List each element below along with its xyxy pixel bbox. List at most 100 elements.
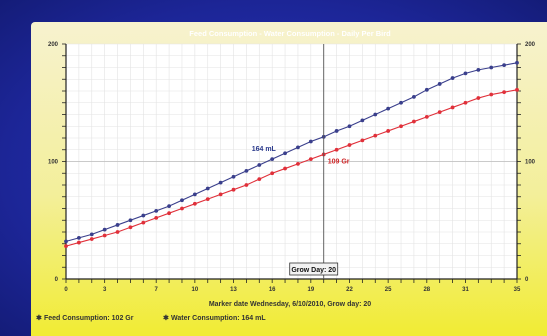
x-tick-label: 19 [307, 287, 314, 293]
feed-legend-label: Feed Consumption: 102 Gr [44, 315, 134, 322]
data-point-water [515, 60, 519, 65]
x-tick-label: 25 [385, 287, 392, 293]
data-point-feed [450, 105, 455, 110]
data-point-water [283, 151, 287, 156]
data-point-feed [64, 244, 68, 249]
data-point-feed [270, 171, 275, 176]
x-tick-label: 3 [103, 287, 107, 293]
x-tick-label: 22 [346, 287, 353, 293]
data-point-feed [257, 177, 262, 182]
data-point-feed [424, 114, 429, 119]
grow-day-label: Grow Day: 20 [291, 267, 336, 274]
data-point-water [270, 157, 275, 162]
data-point-feed [412, 119, 416, 124]
data-point-water [244, 169, 249, 173]
data-point-feed [308, 157, 313, 162]
data-point-water [386, 106, 391, 111]
data-point-feed [476, 96, 481, 100]
data-point-feed [180, 206, 184, 211]
x-tick-label: 28 [423, 287, 430, 293]
data-point-water [257, 163, 262, 167]
grow-day-box: Grow Day: 20 [289, 262, 339, 276]
data-point-feed [515, 87, 519, 92]
data-point-water [231, 174, 236, 179]
data-point-water [296, 145, 300, 150]
data-point-feed [89, 237, 94, 241]
data-point-water [128, 218, 133, 223]
data-point-water [373, 112, 378, 117]
data-point-feed [437, 110, 442, 115]
data-point-water [115, 223, 120, 227]
data-point-water [502, 63, 507, 68]
data-point-water [360, 118, 365, 123]
x-tick-label: 16 [269, 287, 276, 293]
series-line-water [65, 62, 518, 242]
data-point-water [437, 82, 442, 86]
chart-title: Feed Consumption - Water Consumption - D… [189, 29, 391, 38]
y-tick-label-left: 100 [48, 160, 59, 166]
data-point-water [64, 239, 68, 244]
water-legend-icon: ✱ [163, 314, 169, 322]
x-tick-label: 7 [155, 287, 159, 293]
data-point-feed [283, 166, 287, 171]
feed-legend-icon: ✱ [36, 314, 42, 322]
data-point-water [334, 129, 339, 133]
y-axis-left: 200 100 0 [48, 42, 66, 283]
x-axis: 0 3 7 10 13 16 19 22 25 28 31 35 [64, 279, 521, 293]
data-point-feed [502, 90, 507, 95]
grid-lines [65, 43, 518, 280]
data-point-feed [205, 197, 210, 202]
data-point-feed [373, 133, 378, 138]
data-point-water [89, 232, 94, 237]
series-group [64, 60, 519, 249]
data-point-feed [167, 211, 171, 216]
data-point-feed [399, 124, 403, 129]
data-point-feed [463, 100, 468, 105]
data-point-feed [334, 147, 339, 152]
data-point-feed [141, 220, 146, 225]
data-point-feed [102, 233, 107, 238]
data-point-water [450, 76, 455, 80]
data-point-feed [218, 192, 223, 197]
data-point-feed [231, 187, 236, 192]
feed-annotation: 109 Gr [328, 158, 350, 165]
data-point-feed [347, 143, 352, 147]
data-point-water [218, 180, 223, 185]
data-point-water [489, 65, 494, 70]
marker-date-text: Marker date Wednesday, 6/10/2010, Grow d… [209, 301, 371, 308]
data-point-feed [154, 216, 159, 220]
y-tick-label-left: 0 [55, 277, 59, 283]
x-tick-label: 13 [230, 287, 237, 293]
data-point-water [192, 192, 197, 197]
x-tick-label: 0 [64, 287, 68, 293]
y-tick-label-right: 200 [525, 42, 536, 48]
data-point-feed [489, 92, 494, 97]
data-point-water [399, 100, 403, 105]
data-point-water [205, 186, 210, 191]
data-point-water [167, 204, 171, 209]
water-annotation: 164 mL [252, 146, 277, 153]
y-tick-label-right: 100 [525, 160, 536, 166]
data-point-water [424, 87, 429, 92]
data-point-feed [360, 138, 365, 143]
data-point-feed [115, 230, 120, 234]
y-tick-label-right: 0 [525, 277, 529, 283]
data-point-water [141, 213, 146, 218]
y-tick-label-left: 200 [48, 42, 59, 48]
data-point-water [154, 208, 159, 213]
legend: ✱ Feed Consumption: 102 Gr ✱ Water Consu… [36, 314, 266, 322]
x-tick-label: 35 [514, 287, 521, 293]
data-point-feed [386, 129, 391, 133]
data-point-water [308, 139, 313, 144]
data-point-water [463, 71, 468, 76]
data-point-feed [296, 161, 300, 166]
data-point-feed [244, 183, 249, 187]
data-point-water [347, 124, 352, 129]
data-point-water [76, 235, 81, 240]
data-point-water [102, 227, 107, 232]
y-axis-right: 200 100 0 [517, 42, 536, 283]
data-point-feed [192, 201, 197, 206]
data-point-water [476, 67, 481, 72]
series-line-feed [65, 89, 518, 247]
